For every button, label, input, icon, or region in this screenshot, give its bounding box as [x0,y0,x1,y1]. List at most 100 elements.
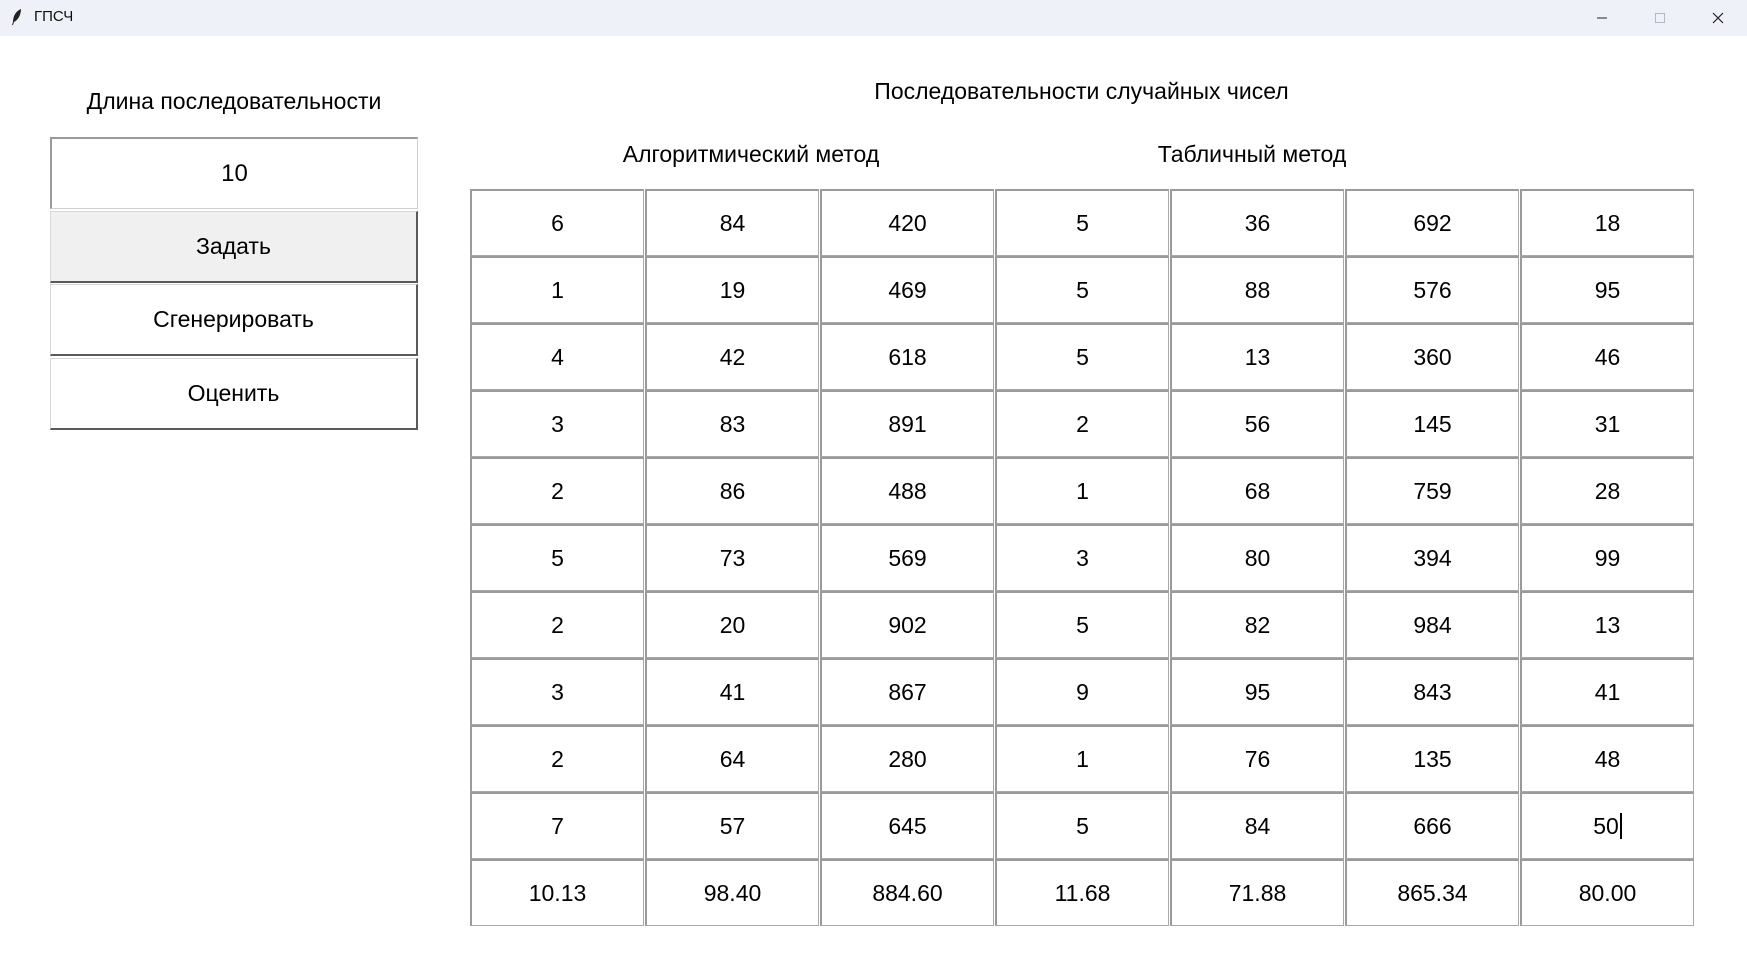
number-cell[interactable]: 31 [1520,390,1694,457]
number-cell-value: 488 [888,477,927,504]
number-cell-value: 18 [1594,209,1621,236]
close-button[interactable] [1689,0,1747,36]
number-cell[interactable]: 86 [645,457,819,524]
number-cell[interactable]: 13 [1520,591,1694,658]
number-cell[interactable]: 95 [1170,658,1344,725]
number-cell[interactable]: 2 [470,457,644,524]
number-cell[interactable]: 41 [1520,658,1694,725]
number-cell[interactable]: 618 [820,323,994,390]
maximize-button[interactable] [1631,0,1689,36]
number-cell[interactable]: 867 [820,658,994,725]
number-cell[interactable]: 99 [1520,524,1694,591]
number-cell[interactable]: 83 [645,390,819,457]
number-cell-value: 666 [1413,812,1452,839]
number-cell[interactable]: 5 [995,189,1169,256]
number-cell[interactable]: 48 [1520,725,1694,792]
sequence-length-input[interactable] [50,137,418,209]
number-cell[interactable]: 645 [820,792,994,859]
number-cell[interactable]: 20 [645,591,819,658]
number-cell[interactable]: 759 [1345,457,1519,524]
number-cell[interactable]: 891 [820,390,994,457]
number-cell[interactable]: 80 [1170,524,1344,591]
number-cell[interactable]: 984 [1345,591,1519,658]
number-cell[interactable]: 902 [820,591,994,658]
number-cell[interactable]: 2 [470,591,644,658]
number-cell[interactable]: 50 [1520,792,1694,859]
number-cell[interactable]: 19 [645,256,819,323]
number-cell[interactable]: 420 [820,189,994,256]
number-cell[interactable]: 2 [995,390,1169,457]
number-cell[interactable]: 68 [1170,457,1344,524]
algorithmic-method-heading: Алгоритмический метод [622,141,880,167]
number-cell[interactable]: 41 [645,658,819,725]
number-cell[interactable]: 84 [645,189,819,256]
set-button[interactable]: Задать [50,211,418,283]
number-cell[interactable]: 95 [1520,256,1694,323]
number-cell[interactable]: 42 [645,323,819,390]
number-cell[interactable]: 5 [995,256,1169,323]
summary-cell[interactable]: 71.88 [1170,859,1344,926]
number-cell[interactable]: 88 [1170,256,1344,323]
number-cell[interactable]: 4 [470,323,644,390]
number-cell[interactable]: 469 [820,256,994,323]
summary-cell[interactable]: 80.00 [1520,859,1694,926]
summary-cell[interactable]: 11.68 [995,859,1169,926]
number-cell[interactable]: 692 [1345,189,1519,256]
summary-cell[interactable]: 865.34 [1345,859,1519,926]
number-cell[interactable]: 1 [470,256,644,323]
number-cell[interactable]: 56 [1170,390,1344,457]
number-cell[interactable]: 488 [820,457,994,524]
number-cell[interactable]: 36 [1170,189,1344,256]
number-cell[interactable]: 5 [995,792,1169,859]
summary-cell[interactable]: 98.40 [645,859,819,926]
number-cell[interactable]: 82 [1170,591,1344,658]
summary-cell[interactable]: 884.60 [820,859,994,926]
close-icon [1712,12,1724,24]
number-cell[interactable]: 394 [1345,524,1519,591]
number-cell-value: 2 [551,477,564,504]
number-cell[interactable]: 64 [645,725,819,792]
number-cell[interactable]: 18 [1520,189,1694,256]
number-cell[interactable]: 3 [470,658,644,725]
number-cell[interactable]: 569 [820,524,994,591]
number-cell[interactable]: 1 [995,457,1169,524]
number-cell[interactable]: 2 [470,725,644,792]
number-cell[interactable]: 5 [470,524,644,591]
number-cell[interactable]: 360 [1345,323,1519,390]
number-cell[interactable]: 145 [1345,390,1519,457]
number-cell[interactable]: 1 [995,725,1169,792]
number-cell[interactable]: 5 [995,323,1169,390]
number-cell-value: 5 [1076,611,1089,638]
number-cell[interactable]: 13 [1170,323,1344,390]
number-cell-value: 41 [719,678,746,705]
number-cell[interactable]: 280 [820,725,994,792]
number-cell[interactable]: 6 [470,189,644,256]
number-cell[interactable]: 84 [1170,792,1344,859]
number-cell[interactable]: 57 [645,792,819,859]
summary-cell-value: 865.34 [1397,879,1468,906]
number-cell-value: 64 [719,745,746,772]
minimize-button[interactable] [1573,0,1631,36]
number-cell[interactable]: 46 [1520,323,1694,390]
generate-button[interactable]: Сгенерировать [50,284,418,356]
number-cell[interactable]: 7 [470,792,644,859]
number-cell[interactable]: 3 [470,390,644,457]
summary-cell-value: 98.40 [703,879,762,906]
number-cell[interactable]: 73 [645,524,819,591]
number-cell[interactable]: 28 [1520,457,1694,524]
evaluate-button[interactable]: Оценить [50,358,418,430]
numbers-grid: 6 84 420 5 36 692 18 1 19 469 5 88 576 95 4 42 618 5 13 360… [470,189,1694,926]
summary-cell[interactable]: 10.13 [470,859,644,926]
number-cell[interactable]: 576 [1345,256,1519,323]
summary-cell-value: 11.68 [1054,879,1111,906]
number-cell[interactable]: 666 [1345,792,1519,859]
number-cell-value: 618 [888,343,927,370]
number-cell-value: 394 [1413,544,1452,571]
number-cell[interactable]: 76 [1170,725,1344,792]
number-cell[interactable]: 3 [995,524,1169,591]
number-cell-value: 360 [1413,343,1452,370]
number-cell[interactable]: 135 [1345,725,1519,792]
number-cell[interactable]: 843 [1345,658,1519,725]
number-cell[interactable]: 5 [995,591,1169,658]
number-cell[interactable]: 9 [995,658,1169,725]
